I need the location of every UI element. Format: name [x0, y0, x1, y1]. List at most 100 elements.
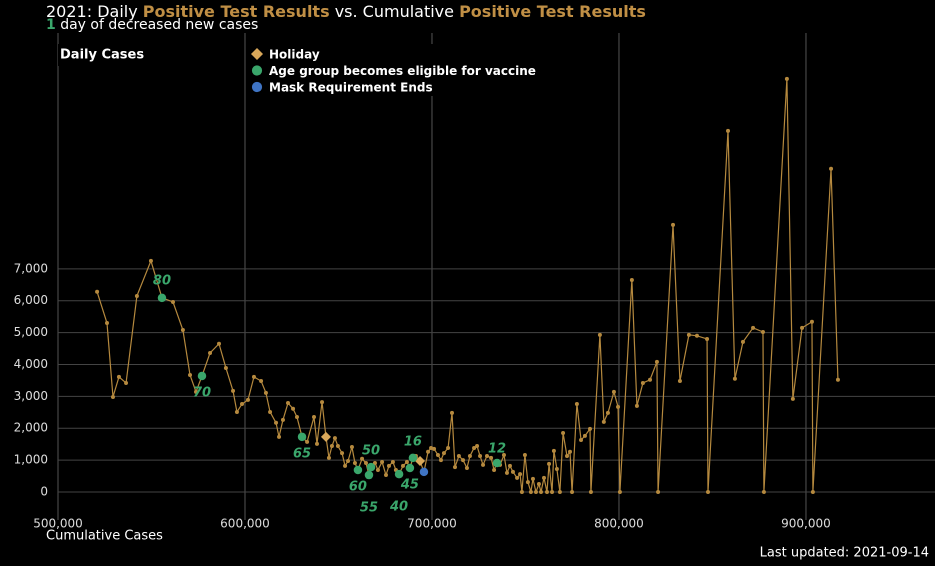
legend-label: Mask Requirement Ends — [269, 81, 433, 95]
title-segment: day of decreased new cases — [56, 17, 259, 33]
data-point — [518, 472, 523, 477]
data-point — [280, 417, 285, 422]
data-point — [588, 489, 593, 494]
data-point — [784, 76, 789, 81]
data-point — [110, 394, 115, 399]
y-tick-label: 0 — [40, 484, 48, 498]
data-point — [401, 463, 406, 468]
data-point — [464, 466, 469, 471]
data-point — [372, 460, 377, 465]
data-point — [671, 222, 676, 227]
event-marker — [353, 465, 363, 475]
data-point — [217, 341, 222, 346]
data-point — [286, 401, 291, 406]
data-point — [544, 489, 549, 494]
data-point — [617, 489, 622, 494]
data-point — [352, 460, 357, 465]
data-point — [320, 400, 325, 405]
legend-bg — [246, 44, 526, 96]
data-point — [740, 339, 745, 344]
data-point — [240, 401, 245, 406]
title-segment: 1 — [46, 17, 56, 33]
title-segment: Positive Test Results — [459, 2, 646, 21]
data-point — [507, 463, 512, 468]
data-point — [611, 389, 616, 394]
event-label: 80 — [153, 273, 171, 288]
data-point — [761, 489, 766, 494]
data-point — [705, 489, 710, 494]
data-point — [461, 458, 466, 463]
data-point — [587, 426, 592, 431]
data-point — [446, 445, 451, 450]
data-point — [541, 475, 546, 480]
event-marker — [405, 463, 415, 473]
data-point — [751, 325, 756, 330]
data-point — [694, 333, 699, 338]
data-point — [686, 332, 691, 337]
data-point — [134, 293, 139, 298]
x-tick-label: 800,000 — [594, 517, 644, 531]
event-label: 55 — [360, 501, 378, 516]
event-marker — [415, 456, 426, 467]
data-point — [251, 374, 256, 379]
data-point — [760, 329, 765, 334]
data-point — [519, 489, 524, 494]
series-line — [96, 78, 839, 495]
data-point — [438, 458, 443, 463]
plot-area: 80 70 65 60 55 50 45 40 16 12 — [95, 76, 840, 516]
data-point — [539, 489, 544, 494]
y-tick-label: 2,000 — [14, 421, 48, 435]
data-point — [504, 470, 509, 475]
x-tick-label: 900,000 — [781, 517, 831, 531]
event-label: 40 — [389, 500, 408, 515]
data-point — [441, 451, 446, 456]
data-point — [640, 380, 645, 385]
data-point — [268, 409, 273, 414]
data-point — [515, 475, 520, 480]
event-marker — [394, 469, 404, 479]
data-point — [705, 336, 710, 341]
data-point — [557, 489, 562, 494]
x-tick-label: 700,000 — [407, 517, 457, 531]
event-marker — [419, 467, 429, 477]
y-tick-label: 6,000 — [14, 293, 48, 307]
data-point — [530, 476, 535, 481]
data-point — [291, 406, 296, 411]
data-point — [432, 446, 437, 451]
data-point — [467, 453, 472, 458]
event-marker — [320, 431, 331, 442]
data-point — [522, 452, 527, 457]
data-point — [597, 332, 602, 337]
event-marker — [251, 81, 263, 93]
data-point — [533, 489, 538, 494]
event-marker — [364, 470, 374, 480]
data-point — [554, 467, 559, 472]
data-point — [274, 420, 279, 425]
event-label: 70 — [193, 385, 211, 400]
data-point — [234, 409, 239, 414]
data-point — [171, 299, 176, 304]
event-marker — [157, 293, 167, 303]
data-point — [550, 489, 555, 494]
data-point — [492, 467, 497, 472]
data-point — [390, 459, 395, 464]
data-point — [528, 489, 533, 494]
data-point — [245, 397, 250, 402]
data-point — [311, 415, 316, 420]
data-point — [547, 461, 552, 466]
data-point — [567, 449, 572, 454]
y-tick-label: 4,000 — [14, 357, 48, 371]
data-point — [725, 128, 730, 133]
x-tick-label: 500,000 — [33, 517, 83, 531]
data-point — [346, 459, 351, 464]
data-point — [616, 404, 621, 409]
data-point — [829, 166, 834, 171]
data-point — [383, 473, 388, 478]
data-point — [449, 410, 454, 415]
data-point — [634, 403, 639, 408]
data-point — [375, 467, 380, 472]
data-point — [360, 456, 365, 461]
grid — [57, 33, 935, 520]
data-point — [435, 452, 440, 457]
event-marker — [197, 371, 207, 381]
